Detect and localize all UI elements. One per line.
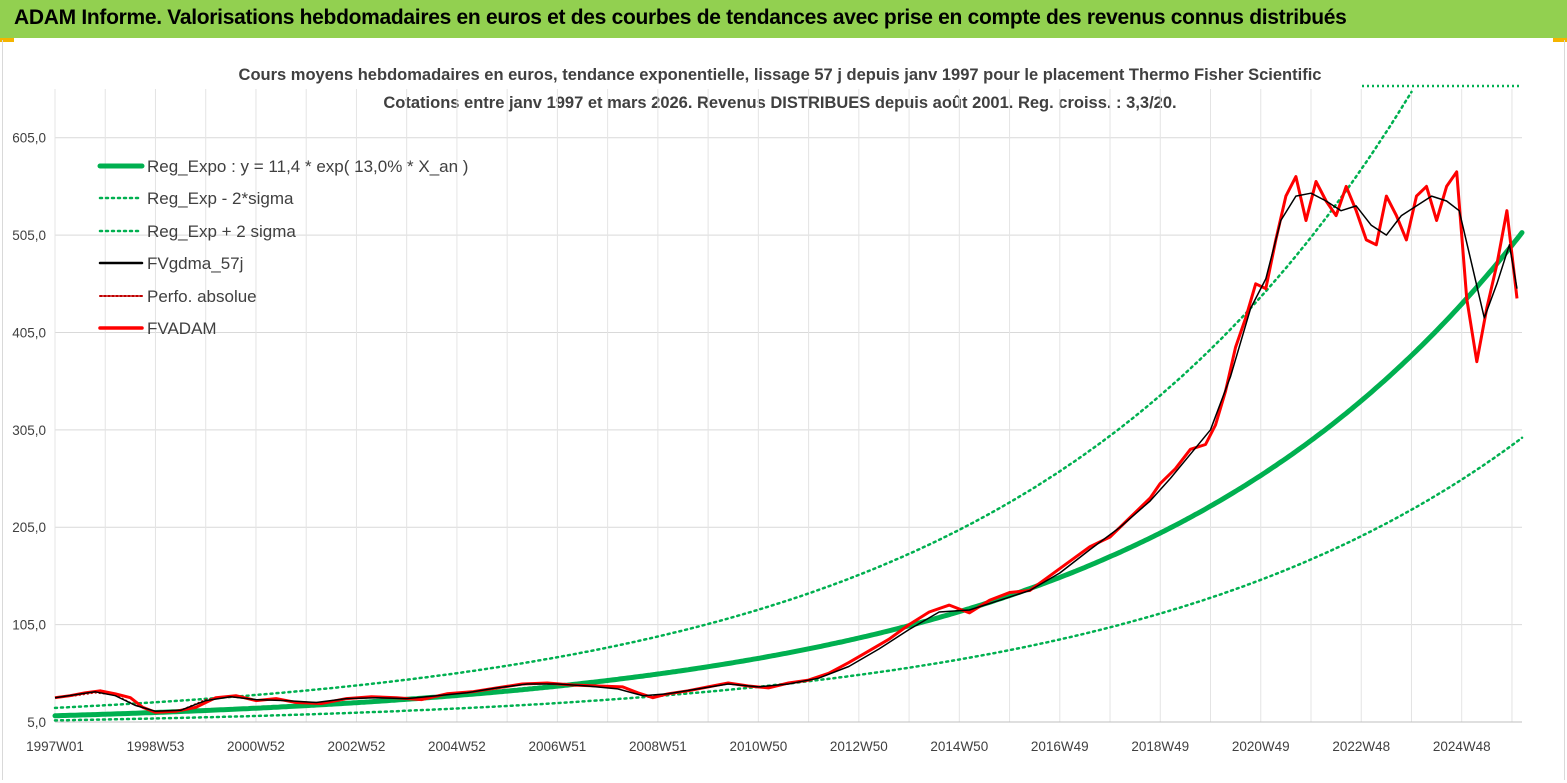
chart-frame xyxy=(2,40,1565,780)
y-tick-label-4: 405,0 xyxy=(12,325,46,340)
legend: Reg_Expo : y = 11,4 * exp( 13,0% * X_an … xyxy=(97,157,468,338)
chart-subtitle: Cotations entre janv 1997 et mars 2026. … xyxy=(383,94,1176,112)
x-tick-label-0: 1997W01 xyxy=(26,739,84,754)
series-reg-exp-plus-2sigma xyxy=(53,90,1413,710)
legend-label-perfo: Perfo. absolue xyxy=(147,287,257,306)
y-tick-label-0: 5,0 xyxy=(27,715,46,730)
x-tick-label-6: 2008W51 xyxy=(629,739,687,754)
series-fvgdma-57j xyxy=(54,192,1518,713)
x-tick-label-5: 2006W51 xyxy=(528,739,586,754)
banner-title: ADAM Informe. Valorisations hebdomadaire… xyxy=(14,6,1347,29)
y-tick-label-5: 505,0 xyxy=(12,228,46,243)
x-tick-label-1: 1998W53 xyxy=(127,739,185,754)
x-tick-label-14: 2024W48 xyxy=(1433,739,1491,754)
x-tick-label-12: 2020W49 xyxy=(1232,739,1290,754)
banner-accent-right xyxy=(1553,38,1567,42)
y-tick-label-1: 105,0 xyxy=(12,618,46,633)
series-reg-exp-minus-2sigma xyxy=(53,436,1524,722)
x-tick-label-3: 2002W52 xyxy=(328,739,386,754)
x-tick-label-13: 2022W48 xyxy=(1332,739,1390,754)
x-axis-ticks: 1997W01 1998W53 2000W52 2002W52 2004W52 2006W… xyxy=(26,739,1491,754)
y-tick-label-6: 605,0 xyxy=(12,131,46,146)
x-tick-label-9: 2014W50 xyxy=(930,739,988,754)
y-tick-label-3: 305,0 xyxy=(12,423,46,438)
series-fvadam xyxy=(54,170,1519,714)
legend-label-reg-exp-minus: Reg_Exp - 2*sigma xyxy=(147,189,294,208)
series-reg-expo xyxy=(52,230,1525,719)
x-tick-label-4: 2004W52 xyxy=(428,739,486,754)
title-banner: ADAM Informe. Valorisations hebdomadaire… xyxy=(0,0,1567,38)
gridlines xyxy=(54,89,1522,723)
y-tick-label-2: 205,0 xyxy=(12,520,46,535)
legend-label-fvgdma: FVgdma_57j xyxy=(147,254,243,273)
x-tick-label-8: 2012W50 xyxy=(830,739,888,754)
y-axis-ticks: 5,0 105,0 205,0 305,0 405,0 505,0 605,0 xyxy=(12,131,46,730)
series-layer xyxy=(52,90,1525,722)
legend-label-reg-expo: Reg_Expo : y = 11,4 * exp( 13,0% * X_an … xyxy=(147,157,468,176)
chart-title: Cours moyens hebdomadaires en euros, ten… xyxy=(239,66,1322,84)
banner-accent-left xyxy=(0,38,14,42)
x-tick-label-2: 2000W52 xyxy=(227,739,285,754)
legend-label-reg-exp-plus: Reg_Exp + 2 sigma xyxy=(147,222,296,241)
x-tick-label-10: 2016W49 xyxy=(1031,739,1089,754)
legend-label-fvadam: FVADAM xyxy=(147,319,217,338)
x-tick-label-11: 2018W49 xyxy=(1131,739,1189,754)
x-tick-label-7: 2010W50 xyxy=(729,739,787,754)
